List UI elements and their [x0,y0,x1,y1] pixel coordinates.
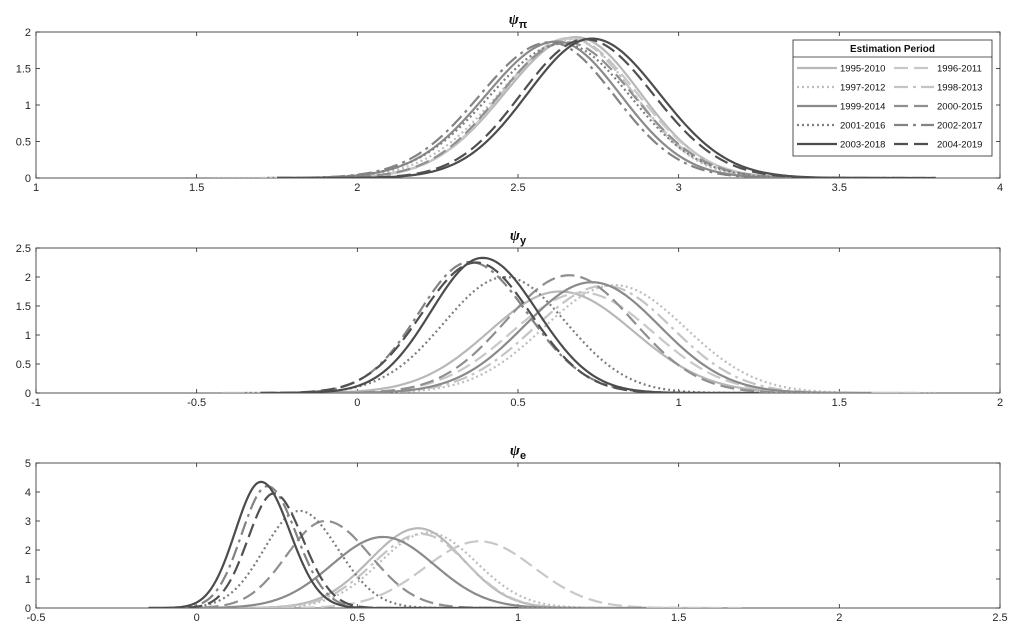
series-line-2003-2018 [148,480,518,608]
y-tick-label: 2 [25,272,31,284]
y-tick-label: 0 [25,173,31,185]
panel-1: ψπ 1 1.5 2 2.5 3 3.5 4 0 0.5 1 1.5 2 Estimation Perio… [16,12,1003,194]
panel-title-symbol: ψ [510,443,521,459]
legend-label: 2001-2016 [840,121,885,132]
y-tick-label: 0 [25,603,31,615]
y-tick-label: 1 [25,330,31,342]
series-line-2002-2017 [148,485,518,608]
x-tick-label: -0.5 [27,612,46,624]
x-tick-label: 1 [676,397,682,409]
axes-box [35,247,1001,394]
series-line-2004-2019 [148,492,518,608]
y-tick-label: 3 [25,516,31,528]
legend-label: 2004-2019 [937,140,982,151]
legend-title: Estimation Period [850,44,935,55]
legend-box [792,39,993,157]
series-line-1998-2013 [228,532,679,608]
x-tick-label: 0 [354,397,360,409]
legend-label: 1997-2012 [840,83,885,94]
x-tick-label: -1 [31,397,41,409]
y-tick-label: 4 [25,487,31,499]
x-tick-label: 1 [33,182,39,194]
legend-label: 2000-2015 [937,102,982,113]
x-tick-label: 3 [676,182,682,194]
axes-box [35,462,1001,609]
x-tick-label: 0 [194,612,200,624]
legend-label: 1996-2011 [937,64,982,75]
series-line-2002-2017 [276,41,872,178]
x-tick-label: 1.5 [671,612,686,624]
series-line-2004-2019 [260,261,759,393]
panel-title: ψπ [509,12,528,31]
y-tick-label: 1.5 [16,301,31,313]
y-tick-label: 0.5 [16,137,31,149]
legend-label: 2002-2017 [937,121,982,132]
legend: Estimation Period 1995-2010 1996-2011 1997-… [792,39,993,157]
panel-title: ψe [510,443,526,462]
legend-label: 1998-2013 [937,83,982,94]
curves [222,256,936,393]
x-tick-label: 1.5 [189,182,204,194]
panel-title-subscript: y [520,235,527,247]
legend-label: 1995-2010 [840,64,885,75]
series-line-2000-2015 [164,519,615,608]
x-tick-label: 1 [515,612,521,624]
series-line-2001-2016 [164,509,583,608]
legend-label: 1999-2014 [840,102,885,113]
y-tick-label: 2 [25,545,31,557]
x-tick-label: 2 [997,397,1003,409]
y-tick-label: 5 [25,458,31,470]
x-tick-label: 2 [354,182,360,194]
y-tick-label: 0 [25,388,31,400]
x-tick-label: 2.5 [992,612,1007,624]
curves [148,480,743,608]
x-tick-label: 2 [836,612,842,624]
y-tick-label: 1 [25,574,31,586]
x-tick-label: 2.5 [510,182,525,194]
panel-title-symbol: ψ [510,228,521,244]
panel-title-subscript: e [520,450,526,462]
panel-2: ψy -1 -0.5 0 0.5 1 1.5 2 0 0.5 1 1.5 2 2.5 [16,228,1003,409]
series-line-2004-2019 [277,38,936,178]
x-tick-label: 1.5 [832,397,847,409]
y-tick-label: 2.5 [16,243,31,255]
x-tick-label: 4 [997,182,1003,194]
x-tick-label: -0.5 [187,397,206,409]
panel-title: ψy [510,228,527,247]
panel-title-symbol: ψ [509,12,520,28]
legend-label: 2003-2018 [840,140,885,151]
panel-title-subscript: π [519,19,528,31]
x-tick-label: 0.5 [510,397,525,409]
x-tick-label: 3.5 [832,182,847,194]
y-tick-label: 0.5 [16,359,31,371]
x-tick-label: 0.5 [350,612,365,624]
y-tick-label: 1.5 [16,64,31,76]
curves [212,36,936,178]
y-tick-label: 2 [25,27,31,39]
series-line-1999-2014 [277,281,872,393]
y-tick-label: 1 [25,100,31,112]
